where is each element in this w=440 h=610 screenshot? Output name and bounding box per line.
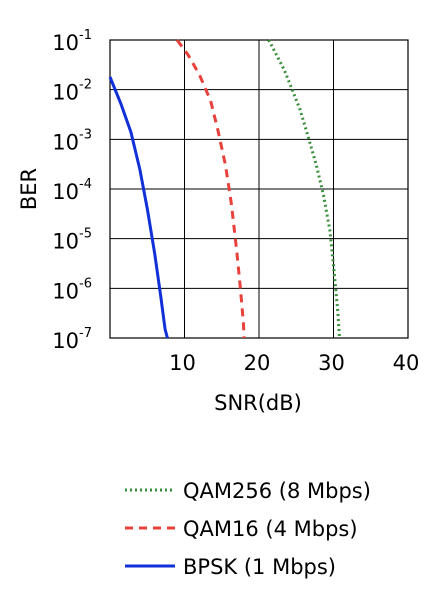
y-tick-exponent: -4 [79,177,92,192]
y-tick-label--6: 10-6 [52,276,92,303]
y-tick-base: 10 [52,180,79,204]
x-tick-label-40: 40 [393,351,420,375]
y-tick-exponent: -7 [79,326,92,341]
series-line-2 [108,76,169,339]
y-tick-label--3: 10-3 [52,127,92,154]
y-tick-base: 10 [52,81,79,105]
y-tick-label--1: 10-1 [52,28,92,55]
y-tick-labels: 10-110-210-310-410-510-610-7 [52,28,92,353]
legend-label-1: QAM16 (4 Mbps) [183,517,358,541]
y-tick-base: 10 [52,31,79,55]
y-axis-label: BER [17,168,41,210]
y-tick-label--2: 10-2 [52,78,92,105]
y-tick-label--5: 10-5 [52,227,92,254]
x-tick-label-20: 20 [244,351,271,375]
x-tick-label-30: 30 [318,351,345,375]
series-line-0 [267,39,341,339]
y-tick-base: 10 [52,230,79,254]
y-tick-exponent: -5 [79,227,92,242]
plot-frame [109,39,409,339]
y-tick-label--4: 10-4 [52,177,92,204]
y-tick-exponent: -1 [79,28,92,43]
legend-label-2: BPSK (1 Mbps) [183,555,336,579]
y-tick-base: 10 [52,329,79,353]
x-tick-labels: 10 20 30 40 [169,351,419,375]
y-tick-exponent: -3 [79,127,92,142]
grid [110,39,409,339]
x-axis-label: SNR(dB) [214,391,302,415]
y-tick-exponent: -2 [79,78,92,93]
legend: QAM256 (8 Mbps) QAM16 (4 Mbps) BPSK (1 Mbp… [125,479,371,579]
legend-label-0: QAM256 (8 Mbps) [183,479,371,503]
y-tick-exponent: -6 [79,276,92,291]
series-group [108,39,341,339]
y-tick-label--7: 10-7 [52,326,92,353]
series-line-1 [175,39,246,339]
y-tick-base: 10 [52,130,79,154]
x-tick-label-10: 10 [169,351,196,375]
y-tick-base: 10 [52,279,79,303]
